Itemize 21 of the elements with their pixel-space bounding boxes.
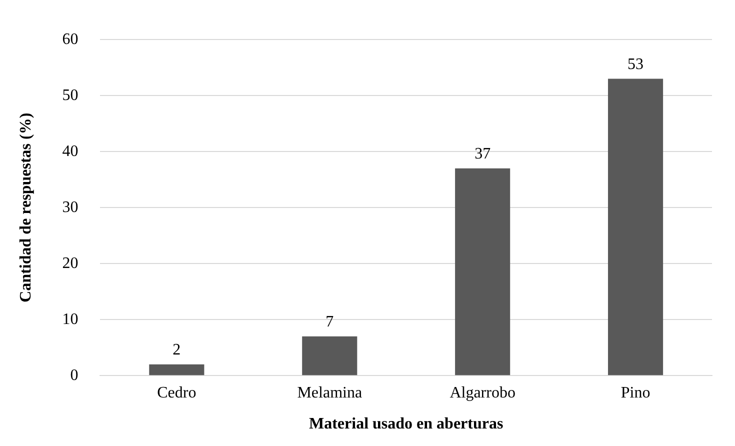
y-tick-label: 10 xyxy=(62,310,78,328)
bar xyxy=(455,168,510,376)
bar xyxy=(149,364,204,376)
y-axis-title: Cantidad de respuestas (%) xyxy=(18,112,35,302)
x-tick-label: Melamina xyxy=(297,384,362,402)
x-tick-label: Pino xyxy=(620,384,650,402)
y-tick-label: 0 xyxy=(70,366,78,384)
x-tick-label: Cedro xyxy=(157,384,196,402)
x-axis-title: Material usado en aberturas xyxy=(309,416,504,433)
bar xyxy=(608,78,664,376)
data-label: 53 xyxy=(628,56,644,74)
y-tick-label: 30 xyxy=(62,198,78,216)
y-tick-label: 50 xyxy=(62,86,78,104)
data-label: 2 xyxy=(172,342,181,359)
y-tick-label: 20 xyxy=(62,254,78,272)
bar xyxy=(302,336,358,376)
x-tick-label: Algarrobo xyxy=(450,384,516,402)
data-label: 37 xyxy=(474,146,491,163)
y-tick-label: 60 xyxy=(62,30,78,48)
y-tick-label: 40 xyxy=(62,142,78,160)
data-label: 7 xyxy=(326,314,334,331)
